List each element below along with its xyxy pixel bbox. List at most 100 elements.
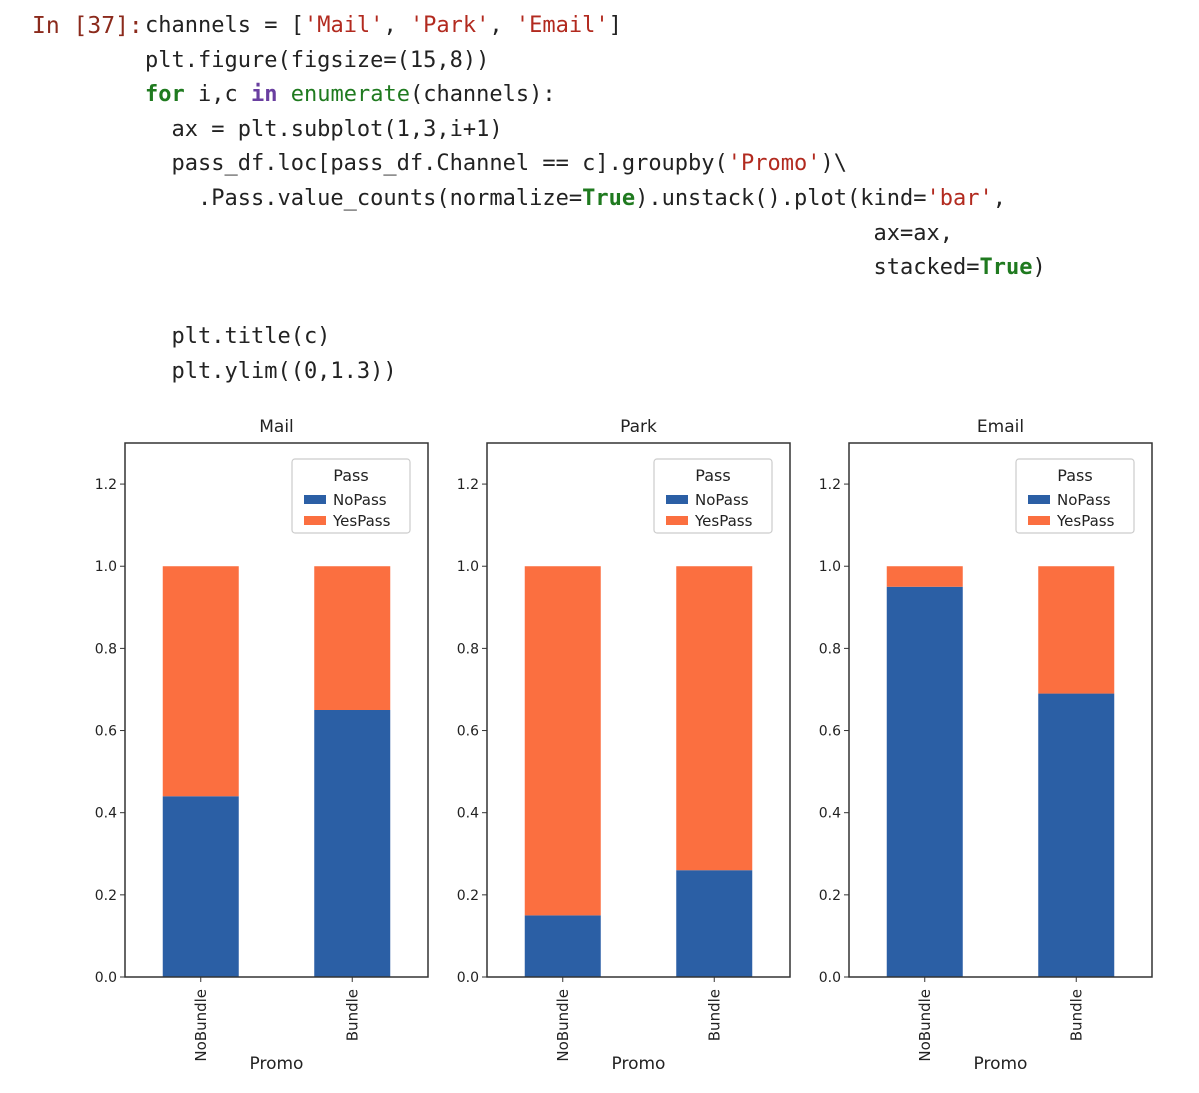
code-token: )\ [820, 151, 848, 177]
legend-title: Pass [1057, 466, 1092, 485]
y-tick-label: 1.0 [95, 559, 117, 575]
y-tick-label: 0.6 [457, 724, 479, 740]
legend-entry-label: NoPass [695, 491, 749, 509]
code-token: True [979, 255, 1033, 281]
axes-frame [486, 442, 791, 978]
code-token: 'Mail' [303, 13, 384, 38]
y-tick-label: 1.2 [95, 477, 117, 493]
y-tick-label: 0.6 [95, 724, 117, 740]
legend-entry-label: YesPass [1056, 512, 1115, 530]
x-axis-label: Promo [612, 1054, 666, 1074]
x-tick-label: NoBundle [916, 989, 934, 1062]
bar-nopass-bundle [676, 870, 753, 977]
chart-title: Mail [259, 417, 294, 437]
x-tick-label: NoBundle [554, 989, 572, 1062]
axes-frame [848, 442, 1153, 978]
code-token: plt.figure(figsize=(15,8)) [145, 47, 490, 73]
code-token [277, 82, 290, 107]
bar-nopass-nobundle [886, 586, 963, 977]
y-tick-label: 1.0 [819, 559, 841, 575]
bar-nopass-nobundle [524, 915, 601, 977]
legend: Pass NoPass YesPass [291, 458, 411, 534]
code-line: channels = ['Mail', 'Park', 'Email'] [145, 9, 1046, 44]
legend-entry-label: NoPass [333, 491, 387, 509]
y-tick-label: 0.4 [819, 806, 841, 822]
notebook-code-cell[interactable]: In [37]: channels = ['Mail', 'Park', 'Em… [0, 0, 1199, 384]
subplot-email: NoBundle Bundle 0.0 0.2 0.4 0.6 0.8 1.0 1.2 Email… [819, 417, 1153, 1074]
legend-entry-label: NoPass [1057, 491, 1111, 509]
legend-swatch-nopass [1028, 495, 1050, 504]
y-tick-label: 0.8 [95, 641, 117, 657]
y-tick-label: 0.8 [457, 641, 479, 657]
y-tick-label: 0.0 [95, 970, 117, 986]
bar-yespass-bundle [314, 566, 391, 710]
legend: Pass NoPass YesPass [653, 458, 773, 534]
code-token: (channels): [409, 82, 556, 108]
code-line: pass_df.loc[pass_df.Channel == c].groupb… [145, 147, 1046, 182]
code-line: plt.ylim((0,1.3)) [145, 355, 1046, 390]
axes-frame [124, 442, 429, 978]
legend-entry-label: YesPass [332, 512, 391, 530]
code-line: ax = plt.subplot(1,3,i+1) [145, 113, 1046, 148]
code-token: plt.title(c) [145, 324, 331, 350]
code-token: ).unstack().plot(kind= [635, 185, 927, 211]
code-token: in [250, 82, 278, 108]
code-line: plt.title(c) [145, 320, 1046, 355]
code-token: ax=ax, [145, 220, 953, 246]
y-tick-label: 0.8 [819, 641, 841, 657]
bar-yespass-nobundle [524, 566, 601, 916]
x-axis-label: Promo [250, 1054, 304, 1074]
legend-swatch-nopass [666, 495, 688, 504]
chart-title: Email [977, 417, 1024, 437]
y-tick-label: 0.0 [819, 970, 841, 986]
x-axis-label: Promo [974, 1054, 1028, 1074]
code-token: True [582, 185, 636, 211]
code-token: 'Park' [409, 13, 490, 38]
subplot-mail: NoBundle Bundle 0.0 0.2 0.4 0.6 0.8 1.0 1.2 Mail P… [95, 417, 429, 1074]
y-tick-label: 0.4 [457, 806, 479, 822]
y-tick-label: 1.0 [457, 559, 479, 575]
code-token: pass_df.loc[pass_df.Channel == c].groupb… [145, 151, 728, 177]
code-token: channels = [ [145, 13, 304, 38]
y-tick-label: 0.6 [819, 724, 841, 740]
code-token: , [992, 185, 1006, 211]
code-token: ] [608, 13, 622, 38]
legend-box [653, 458, 773, 534]
code-token: 'Promo' [727, 151, 821, 177]
bar-nopass-nobundle [162, 796, 239, 977]
cell-prompt: In [37]: [32, 13, 143, 39]
y-tick-label: 0.0 [457, 970, 479, 986]
code-token: ) [1032, 255, 1046, 281]
code-token: 'bar' [926, 185, 993, 211]
x-tick-label: Bundle [705, 989, 723, 1041]
y-tick-label: 0.4 [95, 806, 117, 822]
bar-yespass-nobundle [886, 566, 963, 587]
code-token: stacked= [145, 255, 980, 281]
stacked-bar-figure: NoBundle Bundle 0.0 0.2 0.4 0.6 0.8 1.0 1.2 Mail P… [95, 417, 1153, 1074]
code-line: for i,c in enumerate(channels): [145, 78, 1046, 113]
code-token: 'Email' [515, 13, 609, 38]
legend-swatch-yespass [1028, 516, 1050, 525]
code-token: i,c [184, 82, 251, 108]
code-block[interactable]: channels = ['Mail', 'Park', 'Email'] plt.… [145, 9, 1046, 390]
bar-yespass-nobundle [162, 566, 239, 797]
legend-swatch-yespass [304, 516, 326, 525]
x-tick-label: Bundle [1067, 989, 1085, 1041]
code-line [145, 286, 1046, 321]
code-token: ax = plt.subplot(1,3,i+1) [145, 116, 503, 142]
legend-swatch-yespass [666, 516, 688, 525]
code-line: stacked=True) [145, 251, 1046, 286]
y-tick-label: 1.2 [819, 477, 841, 493]
code-token: for [145, 82, 185, 108]
legend-title: Pass [333, 466, 368, 485]
code-token: enumerate [290, 82, 410, 108]
y-tick-label: 0.2 [457, 888, 479, 904]
y-tick-label: 0.2 [95, 888, 117, 904]
code-line: plt.figure(figsize=(15,8)) [145, 44, 1046, 79]
x-tick-label: NoBundle [192, 989, 210, 1062]
code-token: , [489, 13, 516, 38]
code-token: , [383, 13, 410, 38]
legend-entry-label: YesPass [694, 512, 753, 530]
legend-swatch-nopass [304, 495, 326, 504]
legend-box [291, 458, 411, 534]
